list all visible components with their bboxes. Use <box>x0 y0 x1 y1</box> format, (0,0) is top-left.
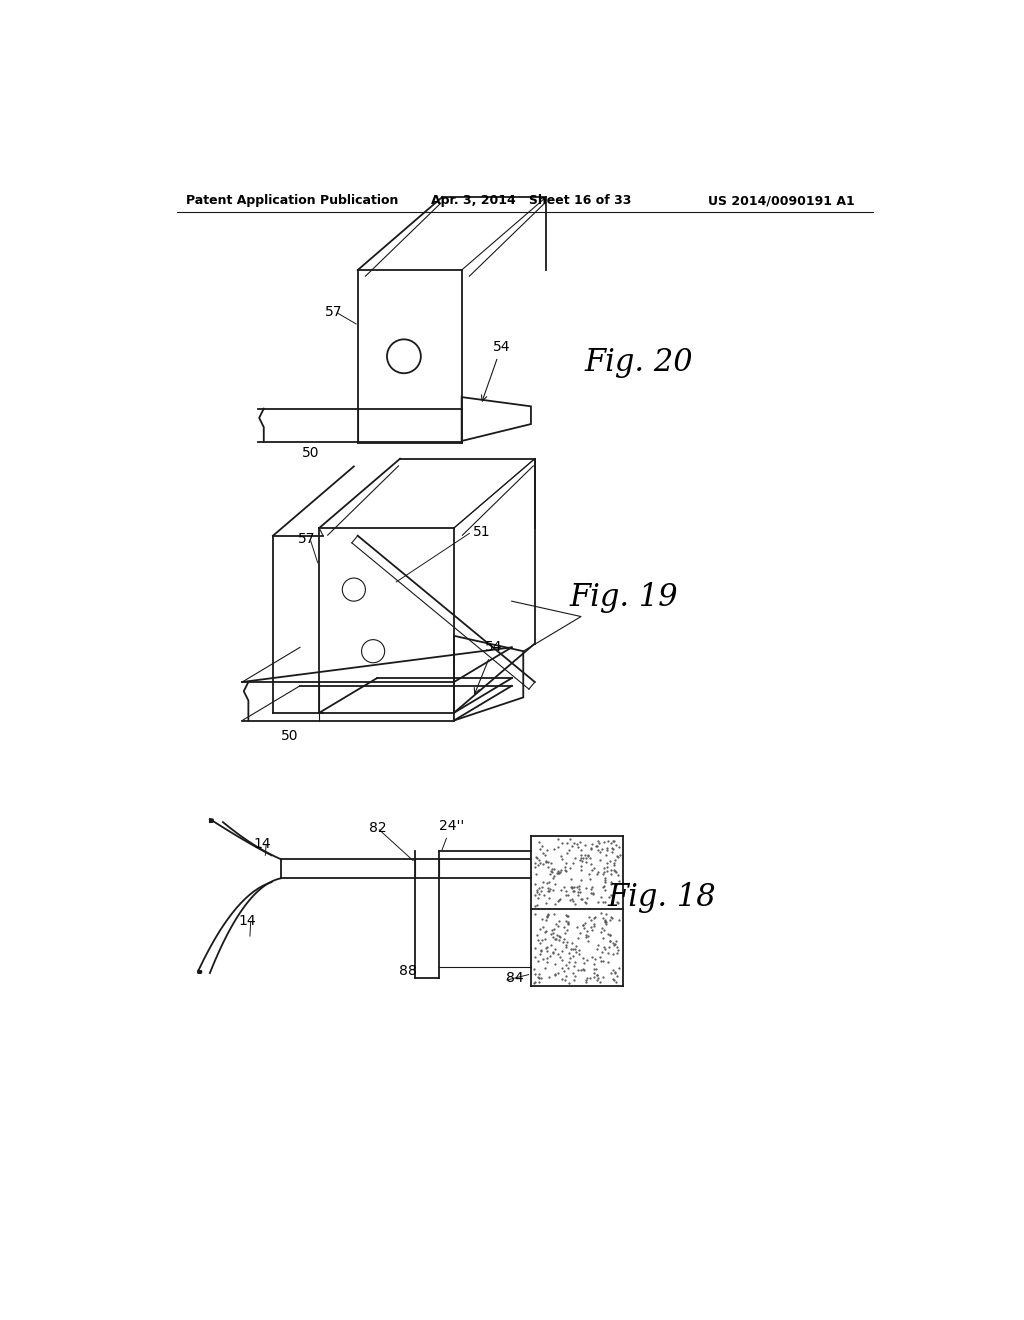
Text: 14: 14 <box>239 913 256 928</box>
Text: 50: 50 <box>281 729 298 743</box>
Text: 24'': 24'' <box>438 818 464 850</box>
Text: 54: 54 <box>474 640 502 694</box>
Text: Fig. 19: Fig. 19 <box>569 582 678 612</box>
Text: 57: 57 <box>326 305 343 319</box>
Text: 57: 57 <box>298 532 316 546</box>
Text: Apr. 3, 2014   Sheet 16 of 33: Apr. 3, 2014 Sheet 16 of 33 <box>431 194 631 207</box>
Text: 84: 84 <box>506 972 523 985</box>
Text: 50: 50 <box>301 446 319 461</box>
Text: Fig. 20: Fig. 20 <box>585 347 693 378</box>
Text: 82: 82 <box>370 821 387 836</box>
Text: Patent Application Publication: Patent Application Publication <box>186 194 398 207</box>
Text: US 2014/0090191 A1: US 2014/0090191 A1 <box>708 194 855 207</box>
Text: Fig. 18: Fig. 18 <box>608 882 717 913</box>
Text: 88: 88 <box>398 964 417 978</box>
Text: 14: 14 <box>254 837 271 850</box>
Text: 51: 51 <box>473 525 490 539</box>
Text: 54: 54 <box>481 341 510 401</box>
